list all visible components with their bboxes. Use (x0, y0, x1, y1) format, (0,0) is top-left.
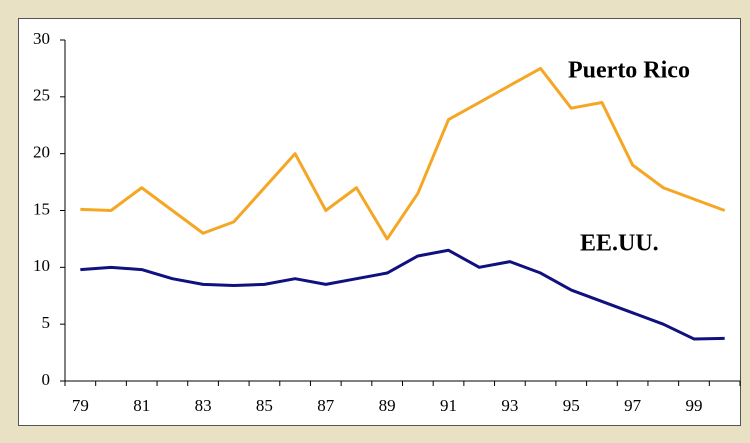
y-tick-label: 15 (33, 199, 50, 218)
plot-panel (18, 18, 741, 426)
y-tick-label: 0 (42, 370, 51, 389)
y-tick-label: 10 (33, 256, 50, 275)
y-tick-label: 5 (42, 313, 51, 332)
x-tick-label: 93 (501, 396, 518, 415)
y-tick-label: 20 (33, 143, 50, 162)
series-label: EE.UU. (580, 231, 659, 257)
y-tick-label: 30 (33, 29, 50, 48)
series-line (80, 248, 725, 341)
y-tick-label: 25 (33, 86, 50, 105)
x-tick-label: 89 (379, 396, 396, 415)
x-tick-label: 79 (72, 396, 89, 415)
x-tick-label: 81 (133, 396, 150, 415)
x-tick-label: 87 (317, 396, 335, 415)
x-tick-label: 95 (563, 396, 580, 415)
series-label: Puerto Rico (568, 58, 690, 84)
x-tick-label: 83 (195, 396, 212, 415)
x-tick-label: 91 (440, 396, 457, 415)
x-tick-label: 85 (256, 396, 273, 415)
x-tick-label: 97 (624, 396, 642, 415)
x-tick-label: 99 (685, 396, 702, 415)
series-line (80, 66, 726, 241)
